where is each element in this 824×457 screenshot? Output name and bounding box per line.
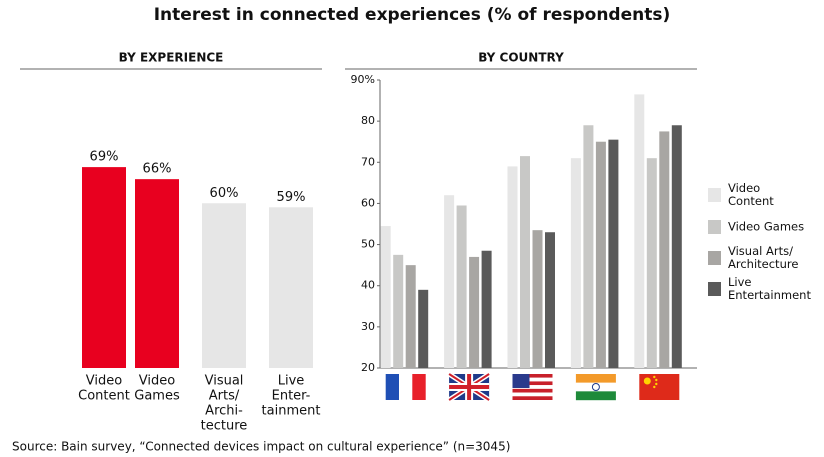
x-tick-label: Enter- [272,389,311,404]
value-label: 60% [210,186,239,201]
bar [393,254,404,368]
flag-part [399,374,413,400]
flag-part [385,374,400,400]
flag-part [655,382,658,386]
subtitle: BY COUNTRY [478,51,564,65]
bar [456,205,467,368]
legend-label: Entertainment [728,288,811,302]
bar [671,125,682,368]
flag-part [512,377,553,382]
value-label: 69% [90,150,119,165]
legend-swatch [708,251,721,265]
x-tick-label: Arts/ [209,389,240,404]
flag-part [643,377,651,385]
flag-part [512,385,553,389]
x-tick-label: tecture [201,419,248,434]
x-tick-label: Content [78,389,130,404]
flag-part [591,383,600,391]
value-label: 59% [277,190,306,205]
bar [418,289,429,368]
bar [570,158,581,368]
flag-part [512,392,553,397]
bar [520,156,530,368]
legend-label: Live [728,275,751,289]
y-tick-label: 20 [361,361,375,374]
x-tick-label: tainment [262,404,321,419]
bar [646,158,657,368]
legend-label: Content [728,194,774,208]
legend-swatch [708,188,721,202]
x-tick-label: Video [139,374,175,389]
legend-label: Architecture [728,257,798,271]
chart-title: Interest in connected experiences (% of … [154,5,671,25]
flag-part [575,382,616,392]
legend-label: Visual Arts/ [728,244,793,258]
x-tick-label: Archi- [205,404,243,419]
flag-part [449,374,490,400]
legend-label: Video [728,181,760,195]
bar [82,167,126,368]
x-tick-label: Live [278,374,305,389]
bar [608,139,619,368]
bar [135,179,179,368]
bar [269,207,313,368]
flag-part [653,375,656,379]
bar [595,141,606,368]
subtitle: BY EXPERIENCE [119,51,224,65]
flag-part [512,374,530,388]
y-tick-label: 90% [351,73,375,86]
source: Source: Bain survey, “Connected devices … [12,440,510,454]
y-tick-label: 50 [361,238,375,251]
bar [469,256,480,368]
flag-part [655,378,658,382]
flag-part [512,388,553,393]
flag-part [512,396,553,400]
legend-swatch [708,282,721,296]
flag-part [575,391,616,401]
value-label: 66% [143,162,172,177]
y-tick-label: 30 [361,320,375,333]
bar [481,250,492,368]
flag-part [512,374,553,378]
y-tick-label: 40 [361,279,375,292]
x-tick-label: Games [134,389,180,404]
flag-part [575,374,616,383]
bar [380,226,391,368]
bar [444,195,455,368]
bar [405,265,416,368]
flag-part [412,374,426,400]
bar [659,131,670,368]
bar [634,94,645,369]
legend-swatch [708,220,721,234]
bar [202,203,246,368]
bar [545,232,555,368]
bar [532,230,543,368]
y-tick-label: 60 [361,196,375,209]
bar [583,125,594,368]
flag-part [653,385,656,389]
bar [507,166,518,368]
y-tick-label: 80 [361,114,375,127]
x-tick-label: Video [86,374,122,389]
flag-part [639,374,680,400]
legend-label: Video Games [728,220,804,234]
flag-part [512,381,553,386]
y-tick-label: 70 [361,155,375,168]
x-tick-label: Visual [205,374,244,389]
